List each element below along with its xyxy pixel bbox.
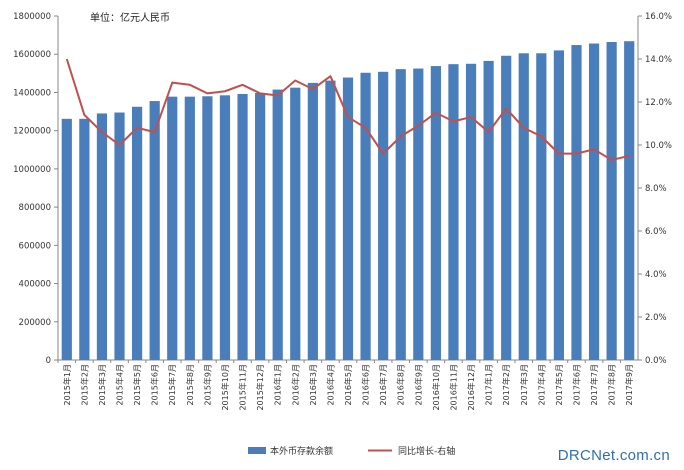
x-tick-label: 2017年7月 xyxy=(589,364,599,405)
bar xyxy=(202,96,213,361)
x-tick-label: 2015年7月 xyxy=(167,364,177,405)
x-tick-label: 2016年7月 xyxy=(378,364,388,405)
x-tick-label: 2015年9月 xyxy=(202,364,212,405)
y-left-tick-label: 1400000 xyxy=(13,88,51,98)
y-left-tick-label: 1600000 xyxy=(13,50,51,60)
y-right-tick-label: 6.0% xyxy=(645,227,667,237)
y-left-tick-label: 800000 xyxy=(19,203,51,213)
x-tick-label: 2015年12月 xyxy=(255,364,265,411)
x-tick-label: 2016年3月 xyxy=(308,364,318,405)
bar xyxy=(237,93,248,361)
bar xyxy=(430,66,441,361)
bar xyxy=(96,113,108,360)
bar xyxy=(606,41,617,360)
bar xyxy=(588,43,600,361)
x-tick-label: 2015年2月 xyxy=(79,364,89,405)
x-tick-label: 2017年9月 xyxy=(624,364,634,405)
bar xyxy=(536,53,547,361)
y-left-tick-label: 400000 xyxy=(19,280,51,290)
watermark: DRCNet.com.cn xyxy=(557,447,670,464)
y-right-tick-label: 16.0% xyxy=(645,12,672,22)
bar xyxy=(307,82,318,360)
x-tick-label: 2016年8月 xyxy=(396,364,406,405)
y-right-tick-label: 2.0% xyxy=(645,313,667,323)
bar xyxy=(518,53,529,361)
legend-label-line: 同比增长-右轴 xyxy=(398,445,455,457)
y-right-tick-label: 12.0% xyxy=(645,98,672,108)
x-tick-label: 2016年12月 xyxy=(466,364,476,411)
bar xyxy=(378,71,389,360)
bar xyxy=(448,64,459,360)
bar xyxy=(501,55,512,361)
x-tick-label: 2015年11月 xyxy=(238,364,248,411)
legend-swatch-bar xyxy=(248,447,266,454)
bar xyxy=(325,80,336,361)
y-left-tick-label: 1200000 xyxy=(13,127,51,137)
bar xyxy=(413,68,424,361)
bar xyxy=(219,95,231,361)
bar xyxy=(483,60,494,361)
x-tick-label: 2017年5月 xyxy=(554,364,564,405)
bar xyxy=(290,87,301,361)
y-left-tick-label: 1000000 xyxy=(13,165,51,175)
bar xyxy=(131,106,143,361)
x-tick-label: 2015年1月 xyxy=(62,364,72,405)
x-tick-label: 2017年6月 xyxy=(571,364,581,405)
x-tick-label: 2017年1月 xyxy=(484,364,494,405)
bar xyxy=(395,69,406,360)
x-tick-label: 2016年5月 xyxy=(343,364,353,405)
y-right-tick-label: 4.0% xyxy=(645,270,667,280)
x-tick-label: 2017年4月 xyxy=(536,364,546,405)
bar xyxy=(184,96,195,360)
y-right-tick-label: 14.0% xyxy=(645,55,672,65)
bar xyxy=(255,93,266,361)
y-left-tick-label: 0 xyxy=(46,356,51,366)
x-tick-label: 2017年3月 xyxy=(519,364,529,405)
x-tick-label: 2015年6月 xyxy=(150,364,160,405)
bar xyxy=(360,72,371,360)
bar xyxy=(167,96,178,360)
y-right-tick-label: 0.0% xyxy=(645,356,667,366)
bar xyxy=(624,41,635,361)
bar xyxy=(465,63,477,361)
x-tick-label: 2015年10月 xyxy=(220,364,230,411)
growth-line xyxy=(65,58,630,162)
bar xyxy=(342,77,354,360)
bar xyxy=(272,89,283,361)
x-tick-label: 2017年2月 xyxy=(501,364,511,405)
x-tick-label: 2016年9月 xyxy=(413,364,423,405)
x-tick-label: 2015年5月 xyxy=(132,364,142,405)
x-tick-label: 2015年4月 xyxy=(115,364,125,405)
x-tick-label: 2015年3月 xyxy=(97,364,107,405)
legend-label-bar: 本外币存款余额 xyxy=(270,445,333,457)
y-left-tick-label: 200000 xyxy=(19,318,51,328)
x-tick-label: 2015年8月 xyxy=(185,364,195,405)
x-tick-label: 2016年1月 xyxy=(273,364,283,405)
bar xyxy=(571,45,582,360)
y-right-tick-label: 10.0% xyxy=(645,141,672,151)
bar xyxy=(79,118,90,360)
y-left-tick-label: 600000 xyxy=(19,241,51,251)
bar xyxy=(114,112,125,360)
bar xyxy=(149,101,160,361)
x-tick-label: 2016年10月 xyxy=(431,364,441,411)
x-tick-label: 2016年11月 xyxy=(448,364,458,411)
unit-note: 单位：亿元人民币 xyxy=(90,13,170,24)
x-tick-label: 2016年2月 xyxy=(290,364,300,405)
x-tick-label: 2016年6月 xyxy=(361,364,371,405)
bar xyxy=(61,118,72,360)
x-tick-label: 2017年8月 xyxy=(607,364,617,405)
bar xyxy=(553,50,565,361)
y-left-tick-label: 1800000 xyxy=(13,12,51,22)
y-right-tick-label: 8.0% xyxy=(645,184,667,194)
x-tick-label: 2016年4月 xyxy=(325,364,335,405)
